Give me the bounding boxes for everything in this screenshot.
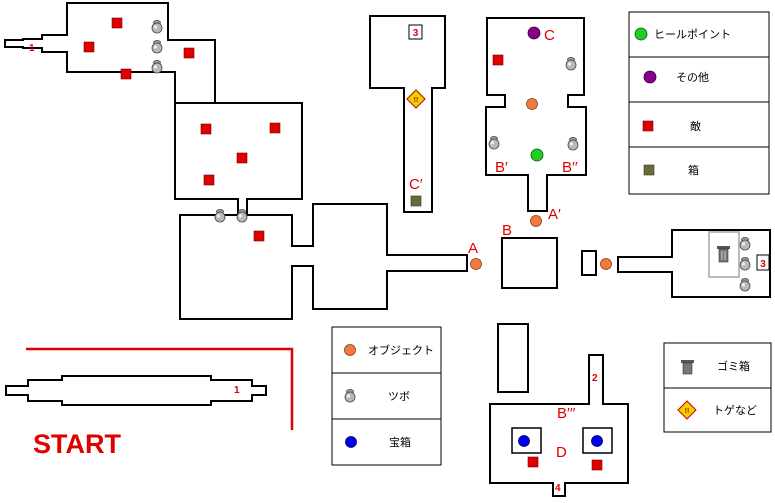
warp-marker-1-start: 1 bbox=[234, 385, 240, 396]
enemy-icon bbox=[200, 123, 212, 135]
label-d: D bbox=[556, 444, 567, 461]
label-b-double-prime: B′′ bbox=[562, 159, 578, 176]
enemy-icon bbox=[120, 68, 132, 80]
trash-alcove bbox=[708, 231, 740, 278]
pot-icon bbox=[151, 40, 163, 54]
pot-icon bbox=[151, 60, 163, 74]
object-icon bbox=[344, 344, 356, 356]
legend-spike: トゲなど bbox=[713, 404, 757, 417]
other-icon bbox=[643, 70, 657, 84]
pot-icon bbox=[151, 20, 163, 34]
enemy-icon bbox=[492, 54, 504, 66]
trash-can-icon bbox=[717, 246, 730, 263]
label-b: B bbox=[502, 222, 512, 239]
treasure-icon bbox=[591, 435, 603, 447]
room-lower-left bbox=[179, 203, 468, 320]
room-spike-corridor bbox=[369, 15, 446, 213]
enemy-icon bbox=[111, 17, 123, 29]
label-c: C bbox=[544, 27, 555, 44]
legend-trash-can: ゴミ箱 bbox=[717, 359, 750, 373]
room-start-corridor bbox=[5, 375, 267, 406]
svg-text:!!: !! bbox=[685, 408, 690, 415]
pot-icon bbox=[565, 57, 577, 71]
enemy-icon bbox=[527, 456, 539, 468]
room-right bbox=[617, 229, 771, 298]
warp-marker-3-top: 3 bbox=[408, 24, 423, 40]
box-icon bbox=[410, 195, 422, 207]
pot-icon bbox=[488, 136, 500, 150]
object-icon bbox=[526, 98, 538, 110]
other-icon bbox=[527, 26, 541, 40]
pot-icon bbox=[739, 237, 751, 251]
heal-point-icon bbox=[530, 148, 544, 162]
warp-marker-3-right: 3 bbox=[756, 254, 770, 271]
pot-icon bbox=[567, 137, 579, 151]
room-b bbox=[501, 237, 558, 289]
object-icon bbox=[470, 258, 482, 270]
label-a: A bbox=[468, 240, 478, 257]
legend-heal-point: ヒールポイント bbox=[654, 28, 731, 41]
legend-mid: オブジェクト ツボ 宝箱 bbox=[331, 326, 442, 466]
treasure-pedestal-right bbox=[582, 427, 613, 454]
start-boundary-line bbox=[26, 347, 294, 430]
room-pillar bbox=[497, 323, 529, 393]
pot-icon bbox=[214, 209, 226, 223]
enemy-icon bbox=[269, 122, 281, 134]
label-c-prime: C′ bbox=[409, 176, 423, 193]
object-icon bbox=[530, 215, 542, 227]
box-icon bbox=[643, 164, 655, 176]
warp-marker-2: 2 bbox=[592, 373, 598, 384]
room-top-left bbox=[4, 2, 216, 104]
enemy-icon bbox=[591, 459, 603, 471]
trash-can-icon bbox=[681, 360, 694, 375]
pot-icon bbox=[739, 278, 751, 292]
treasure-icon bbox=[345, 436, 357, 448]
svg-text:!!: !! bbox=[414, 97, 419, 104]
label-b-triple-prime: B′′′ bbox=[557, 405, 576, 422]
legend-object: オブジェクト bbox=[368, 343, 434, 357]
pot-icon bbox=[344, 389, 356, 403]
legend-enemy: 敵 bbox=[690, 120, 701, 133]
legend-pot: ツボ bbox=[388, 390, 410, 403]
enemy-icon bbox=[203, 174, 215, 186]
enemy-icon bbox=[83, 41, 95, 53]
pot-icon bbox=[739, 257, 751, 271]
room-small-square bbox=[581, 250, 597, 276]
heal-point-icon bbox=[634, 27, 648, 41]
spike-icon: !! bbox=[677, 400, 697, 420]
legend-treasure: 宝箱 bbox=[389, 435, 411, 449]
legend-box: 箱 bbox=[688, 163, 699, 177]
svg-text:3: 3 bbox=[413, 28, 419, 39]
legend-other: その他 bbox=[676, 71, 709, 84]
start-label: START bbox=[33, 429, 121, 459]
pot-icon bbox=[236, 209, 248, 223]
legend-right: ゴミ箱 !! トゲなど bbox=[663, 342, 772, 433]
warp-marker-1: 1 bbox=[29, 43, 35, 54]
label-a-prime: A′ bbox=[548, 206, 561, 223]
object-icon bbox=[600, 258, 612, 270]
enemy-icon bbox=[253, 230, 265, 242]
enemy-icon bbox=[642, 120, 654, 132]
legend-top: ヒールポイント その他 敵 箱 bbox=[628, 11, 770, 195]
room-c bbox=[485, 17, 587, 212]
svg-text:3: 3 bbox=[760, 259, 766, 270]
enemy-icon bbox=[183, 47, 195, 59]
label-b-prime: B′ bbox=[495, 159, 508, 176]
warp-marker-4: 4 bbox=[555, 483, 561, 494]
spike-icon: !! bbox=[406, 89, 426, 109]
treasure-icon bbox=[518, 435, 530, 447]
enemy-icon bbox=[236, 152, 248, 164]
